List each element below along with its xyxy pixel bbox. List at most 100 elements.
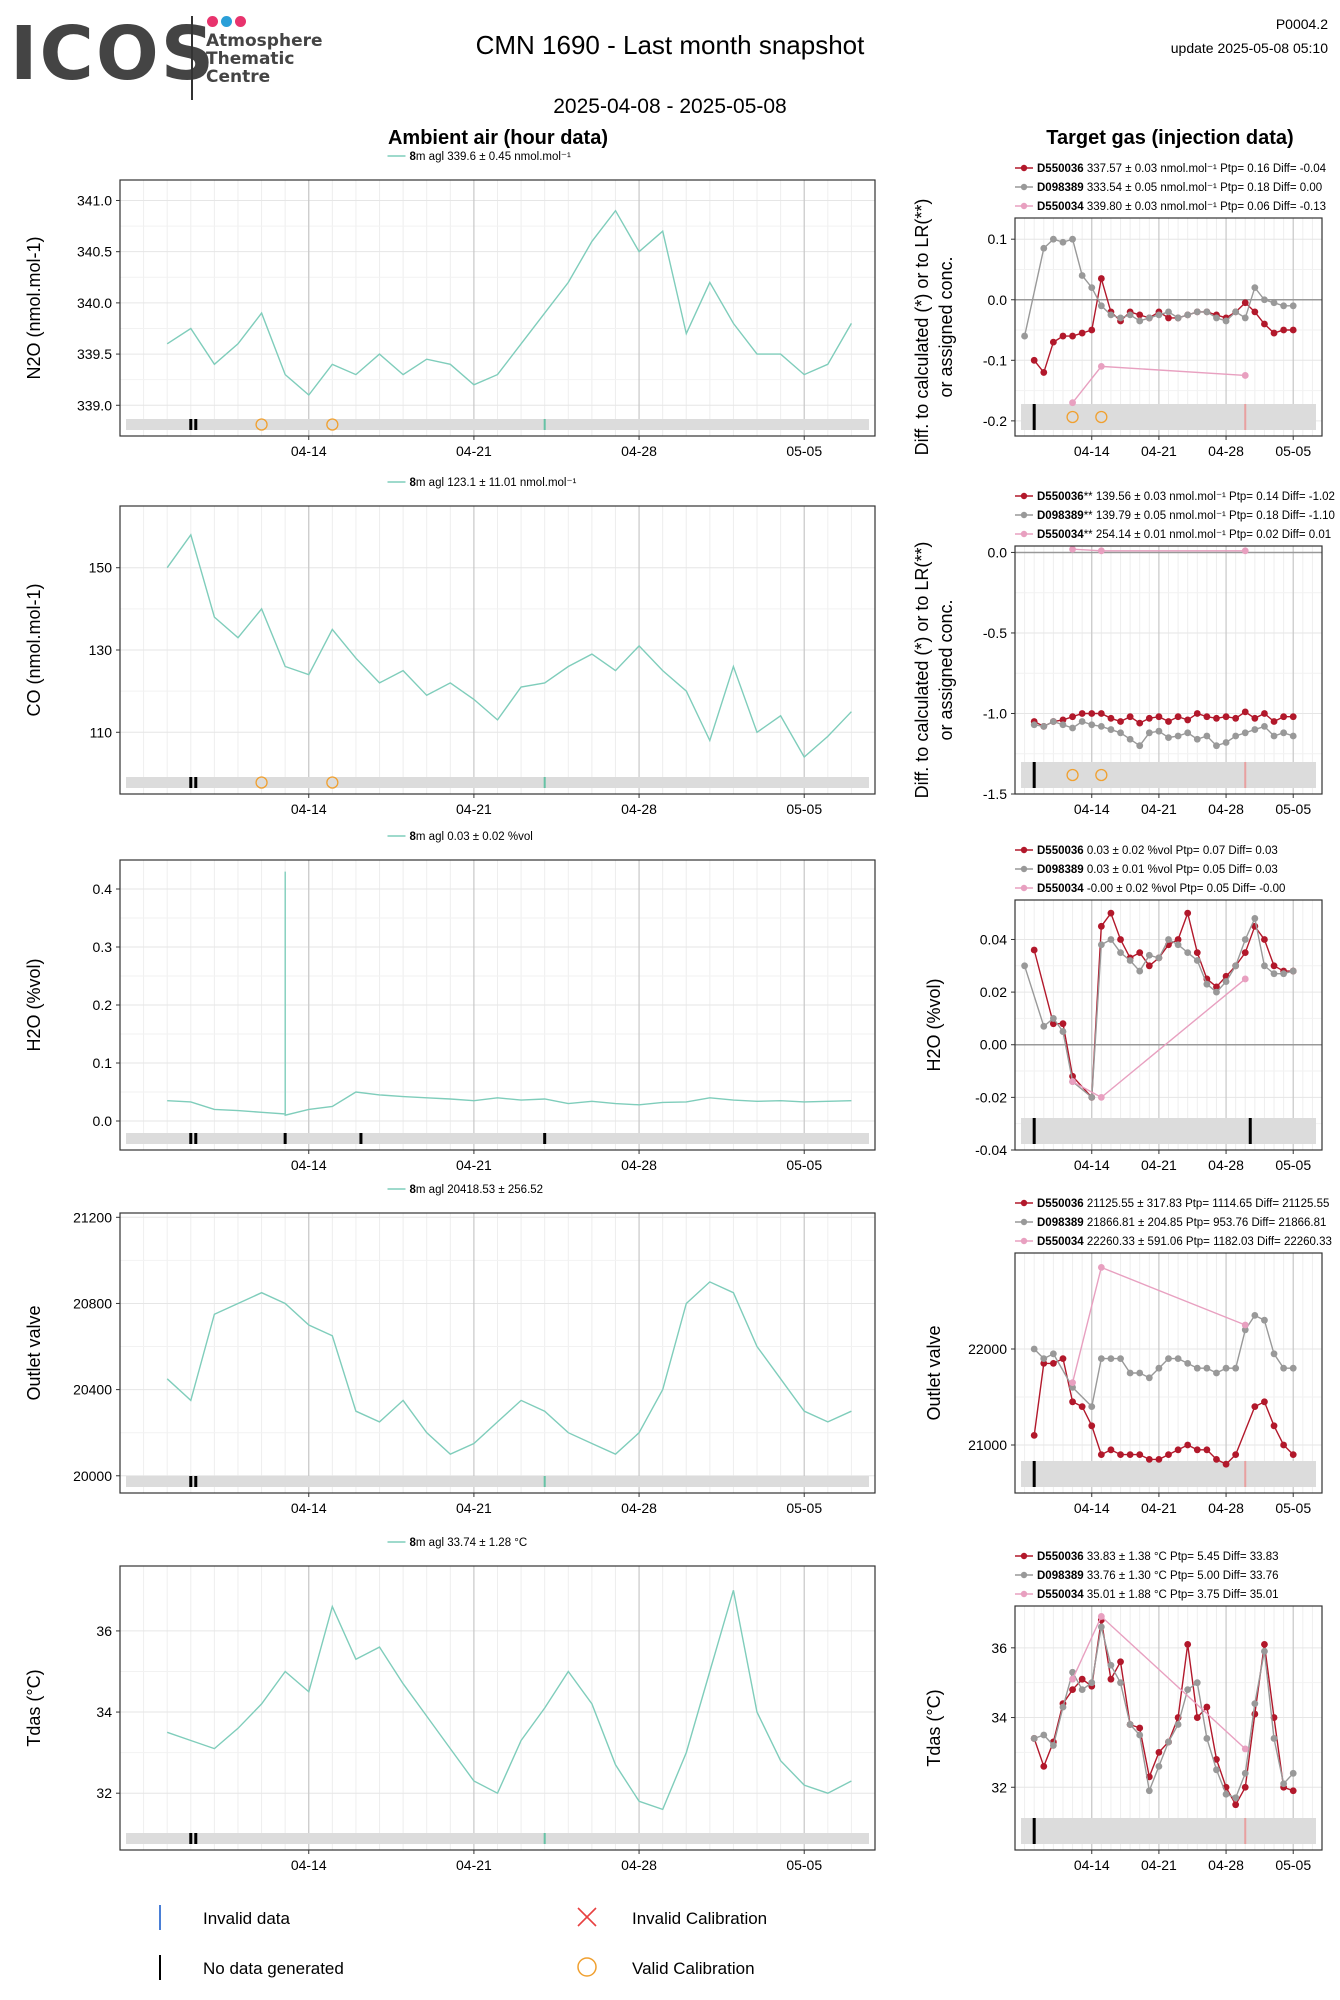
series-point-D550034	[1069, 1675, 1076, 1683]
series-point-D550036	[1241, 708, 1249, 716]
invalid-data-mark	[543, 1476, 546, 1487]
legend-entry: D550036 0.03 ± 0.02 %vol Ptp= 0.07 Diff=…	[1037, 845, 1278, 857]
y-tick-label: 340.0	[77, 295, 112, 311]
x-tick-label: 05-05	[1275, 1500, 1311, 1516]
legend-entry: 8m agl 20418.53 ± 256.52	[410, 1184, 544, 1196]
legend-no-data-label: No data generated	[203, 1959, 344, 1978]
y-axis-label: Tdas (°C)	[24, 1669, 44, 1746]
series-point-D098389	[1184, 949, 1192, 957]
series-point-D098389	[1193, 1679, 1201, 1687]
series-point-D098389	[1241, 936, 1249, 943]
series-point-D550036	[1078, 329, 1086, 337]
series-point-D098389	[1232, 1794, 1240, 1802]
legend-entry: D550036 21125.55 ± 317.83 Ptp= 1114.65 D…	[1037, 1198, 1329, 1210]
legend-invalid-calibration-marker	[577, 1907, 597, 1927]
status-band	[126, 777, 869, 788]
legend-entry: 8m agl 0.03 ± 0.02 %vol	[410, 831, 533, 843]
series-point-D098389	[1193, 308, 1201, 316]
series-line-D550036	[1033, 1619, 1294, 1807]
status-band	[126, 1476, 869, 1487]
series-point-D098389	[1174, 1355, 1182, 1362]
y-tick-label: -1.5	[983, 786, 1007, 802]
no-data-mark	[359, 1133, 363, 1144]
series-point-D098389	[1078, 718, 1086, 725]
series-point-D550036	[1289, 326, 1297, 334]
invalid-data-mark	[543, 777, 546, 788]
outlet-ambient-data	[166, 1281, 852, 1456]
series-point-D550036	[1213, 1755, 1220, 1763]
no-data-mark	[189, 1833, 193, 1844]
series-point-D098389	[1270, 970, 1278, 978]
series-point-D550036	[1030, 946, 1038, 954]
y-axis-label: Tdas (°C)	[924, 1689, 944, 1766]
legend-entry: D550036** 139.56 ± 0.03 nmol.mol⁻¹ Ptp= …	[1037, 491, 1335, 503]
series-point-D550034	[1097, 1093, 1105, 1101]
x-tick-label: 05-05	[786, 1500, 822, 1516]
invalid-data-mark	[1244, 1461, 1247, 1487]
series-point-D098389	[1232, 732, 1240, 740]
h2o-ambient-data	[167, 871, 852, 1117]
legend-key-point	[1020, 1571, 1028, 1579]
logo-line-3: Centre	[206, 67, 271, 87]
series-point-D098389	[1088, 721, 1096, 729]
legend-entry: D098389 0.03 ± 0.01 %vol Ptp= 0.05 Diff=…	[1037, 864, 1278, 876]
series-point-D550036	[1280, 1441, 1288, 1449]
series-point-D550036	[1097, 275, 1105, 282]
legend-key-point	[1020, 884, 1028, 892]
series-point-D550036	[1261, 320, 1268, 328]
series-point-D550034	[1241, 372, 1249, 379]
invalid-data-mark	[543, 419, 546, 430]
y-tick-label: -0.04	[975, 1142, 1007, 1158]
ambient-series-line	[167, 871, 852, 1117]
y-tick-label: 20000	[73, 1468, 112, 1484]
series-point-D098389	[1059, 1703, 1067, 1711]
valid-calibration-mark	[1066, 768, 1079, 782]
series-point-D098389	[1145, 1787, 1153, 1795]
series-point-D098389	[1145, 729, 1153, 737]
logo-dot-2	[221, 16, 232, 27]
legend-invalid-calibration-label: Invalid Calibration	[632, 1909, 767, 1928]
series-point-D098389	[1030, 1345, 1038, 1353]
x-tick-label: 05-05	[786, 1157, 822, 1173]
legend-key-point	[1020, 202, 1028, 210]
no-data-mark	[1032, 1118, 1036, 1144]
series-point-D098389	[1232, 308, 1240, 316]
series-point-D550036	[1289, 1787, 1297, 1795]
x-tick-label: 05-05	[786, 1857, 822, 1873]
date-range: 2025-04-08 - 2025-05-08	[553, 95, 787, 118]
series-point-D098389	[1049, 235, 1057, 243]
valid-calibration-mark	[1095, 410, 1108, 424]
series-point-D098389	[1174, 732, 1182, 740]
logo-dot-1	[207, 16, 218, 27]
n2o-ambient-panel: 339.0 339.5 340.0 340.5 341.0 04-14 04-21 04-28…	[24, 151, 876, 459]
legend-entry: 8m agl 339.6 ± 0.45 nmol.mol⁻¹	[410, 151, 572, 163]
invalid-data-mark	[1244, 404, 1247, 430]
series-point-D098389	[1126, 1369, 1134, 1377]
no-data-mark	[189, 1476, 193, 1487]
series-point-D550034	[1069, 546, 1076, 553]
series-point-D098389	[1289, 732, 1297, 740]
valid-calibration-mark	[1095, 768, 1108, 782]
series-point-D098389	[1213, 1369, 1220, 1377]
series-point-D550036	[1097, 922, 1105, 930]
y-tick-label: 340.5	[77, 244, 112, 260]
logo-dot-3	[235, 16, 246, 27]
section-title-ambient: Ambient air (hour data)	[388, 127, 608, 149]
series-point-D550034	[1097, 1613, 1105, 1620]
series-point-D098389	[1165, 1355, 1172, 1362]
y-axis-label: or assigned conc.	[936, 599, 956, 740]
series-point-D098389	[1270, 1735, 1278, 1742]
series-point-D550036	[1261, 710, 1268, 717]
series-point-D098389	[1165, 308, 1172, 316]
x-tick-label: 05-05	[1275, 1157, 1311, 1173]
y-tick-label: 22000	[968, 1341, 1007, 1357]
no-data-mark	[194, 1476, 198, 1487]
x-tick-label: 05-05	[1275, 801, 1311, 817]
x-tick-label: 04-21	[1141, 1857, 1177, 1873]
outlet-ambient-panel: 20000 20400 20800 21200 04-14 04-21 04-28 05-05…	[24, 1184, 876, 1516]
legend-entry: D098389** 139.79 ± 0.05 nmol.mol⁻¹ Ptp= …	[1037, 510, 1335, 522]
valid-calibration-mark	[326, 418, 339, 431]
series-point-D098389	[1069, 1384, 1076, 1391]
series-point-D550034	[1241, 1321, 1249, 1329]
x-tick-label: 04-28	[1208, 801, 1244, 817]
